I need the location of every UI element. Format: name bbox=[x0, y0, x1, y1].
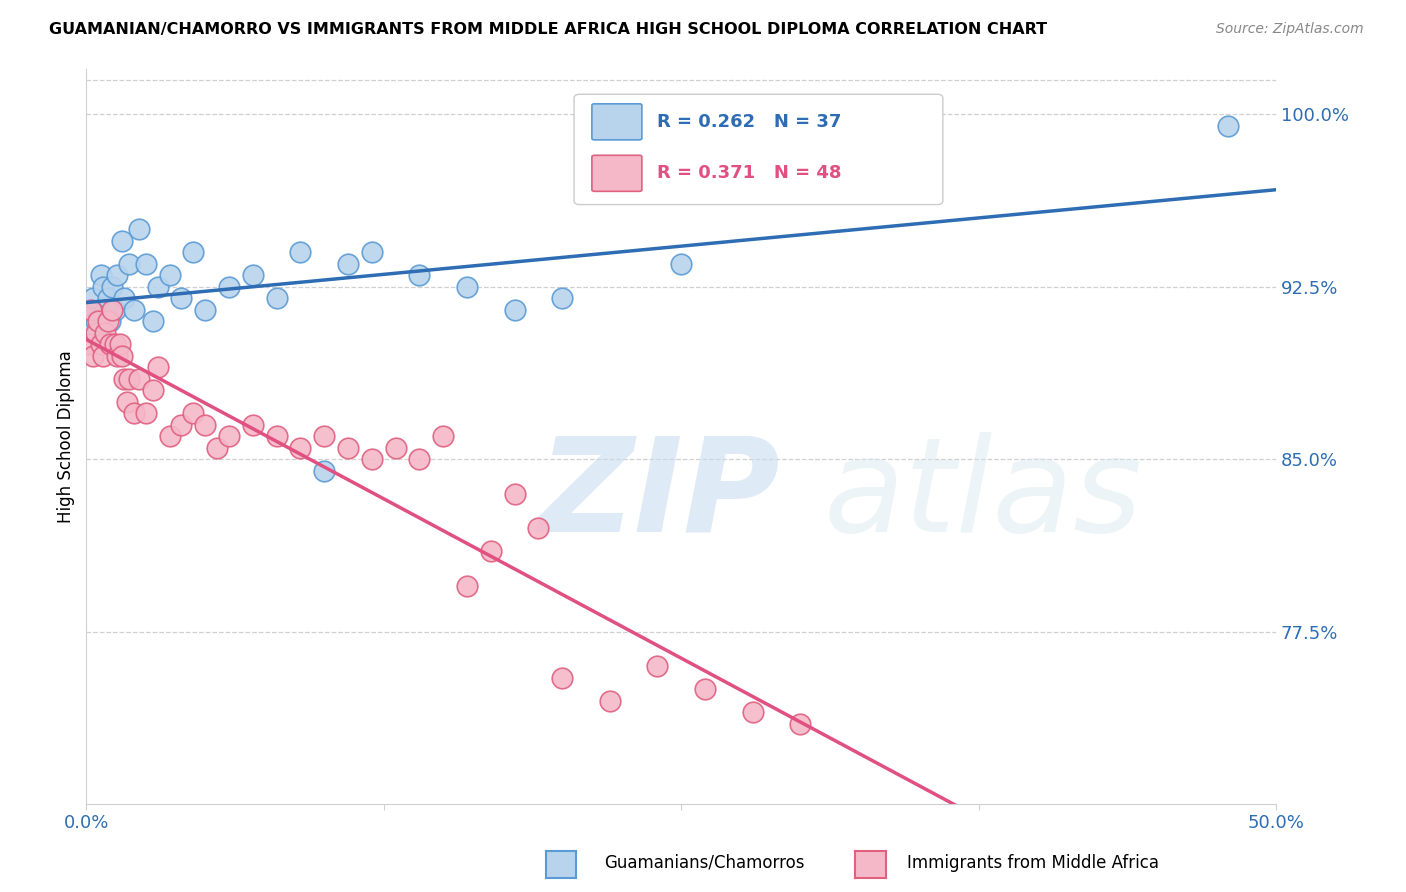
Point bbox=[142, 384, 165, 398]
Point bbox=[135, 406, 157, 420]
Point bbox=[337, 441, 360, 455]
Point bbox=[118, 257, 141, 271]
Point bbox=[105, 268, 128, 283]
Point bbox=[146, 360, 169, 375]
Point bbox=[194, 302, 217, 317]
Point bbox=[115, 394, 138, 409]
Point bbox=[122, 406, 145, 420]
FancyBboxPatch shape bbox=[592, 155, 643, 192]
Point bbox=[479, 544, 502, 558]
Text: atlas: atlas bbox=[824, 432, 1143, 558]
Point bbox=[97, 314, 120, 328]
Point bbox=[122, 302, 145, 317]
FancyBboxPatch shape bbox=[574, 95, 943, 204]
Point bbox=[118, 372, 141, 386]
Point bbox=[693, 681, 716, 696]
Point bbox=[87, 314, 110, 328]
Point bbox=[146, 280, 169, 294]
Point bbox=[82, 349, 104, 363]
Text: R = 0.371   N = 48: R = 0.371 N = 48 bbox=[658, 164, 842, 182]
Point bbox=[159, 429, 181, 443]
Point bbox=[360, 452, 382, 467]
Point bbox=[111, 234, 134, 248]
Point bbox=[135, 257, 157, 271]
Point bbox=[205, 441, 228, 455]
Point bbox=[384, 441, 406, 455]
Point bbox=[112, 372, 135, 386]
Text: ZIP: ZIP bbox=[538, 432, 780, 558]
Point bbox=[290, 245, 312, 260]
Point bbox=[104, 337, 127, 351]
Point bbox=[128, 222, 150, 236]
Point bbox=[647, 659, 669, 673]
Point bbox=[337, 257, 360, 271]
Point bbox=[1218, 119, 1240, 133]
Point bbox=[314, 429, 336, 443]
Point bbox=[218, 280, 240, 294]
Point bbox=[599, 693, 621, 707]
Point bbox=[90, 268, 112, 283]
Point bbox=[314, 464, 336, 478]
Point bbox=[789, 716, 811, 731]
Point bbox=[159, 268, 181, 283]
Point bbox=[194, 417, 217, 432]
Point bbox=[82, 291, 104, 305]
Point bbox=[432, 429, 454, 443]
Text: GUAMANIAN/CHAMORRO VS IMMIGRANTS FROM MIDDLE AFRICA HIGH SCHOOL DIPLOMA CORRELAT: GUAMANIAN/CHAMORRO VS IMMIGRANTS FROM MI… bbox=[49, 22, 1047, 37]
Point bbox=[101, 280, 124, 294]
Point bbox=[97, 291, 120, 305]
Point bbox=[669, 257, 692, 271]
Point bbox=[94, 326, 117, 340]
FancyBboxPatch shape bbox=[592, 103, 643, 140]
Point bbox=[408, 268, 430, 283]
Point bbox=[741, 705, 763, 719]
Point bbox=[183, 406, 205, 420]
Point bbox=[98, 337, 121, 351]
Point bbox=[170, 291, 193, 305]
Point bbox=[112, 291, 135, 305]
Point bbox=[503, 486, 526, 500]
Point bbox=[87, 326, 110, 340]
Text: Source: ZipAtlas.com: Source: ZipAtlas.com bbox=[1216, 22, 1364, 37]
Point bbox=[170, 417, 193, 432]
Point bbox=[503, 302, 526, 317]
Point bbox=[94, 302, 117, 317]
Point bbox=[104, 302, 127, 317]
Point bbox=[128, 372, 150, 386]
Text: Immigrants from Middle Africa: Immigrants from Middle Africa bbox=[907, 854, 1159, 871]
Point bbox=[266, 291, 288, 305]
Text: R = 0.262   N = 37: R = 0.262 N = 37 bbox=[658, 113, 842, 131]
Point bbox=[183, 245, 205, 260]
Point bbox=[90, 337, 112, 351]
Point bbox=[551, 291, 574, 305]
Point bbox=[242, 417, 264, 432]
Point bbox=[84, 326, 107, 340]
Point bbox=[91, 349, 114, 363]
Point bbox=[408, 452, 430, 467]
Point bbox=[105, 349, 128, 363]
Text: Guamanians/Chamorros: Guamanians/Chamorros bbox=[605, 854, 806, 871]
Point bbox=[242, 268, 264, 283]
Point bbox=[142, 314, 165, 328]
Point bbox=[84, 314, 107, 328]
Point bbox=[290, 441, 312, 455]
Point bbox=[80, 302, 103, 317]
Point bbox=[111, 349, 134, 363]
Point bbox=[456, 280, 478, 294]
Point bbox=[98, 314, 121, 328]
Point bbox=[77, 337, 100, 351]
Point bbox=[218, 429, 240, 443]
Point bbox=[527, 521, 550, 535]
Point bbox=[108, 337, 131, 351]
Point bbox=[80, 302, 103, 317]
Point bbox=[456, 579, 478, 593]
Y-axis label: High School Diploma: High School Diploma bbox=[58, 350, 75, 523]
Point bbox=[551, 671, 574, 685]
Point bbox=[266, 429, 288, 443]
Point bbox=[91, 280, 114, 294]
Point bbox=[101, 302, 124, 317]
Point bbox=[360, 245, 382, 260]
